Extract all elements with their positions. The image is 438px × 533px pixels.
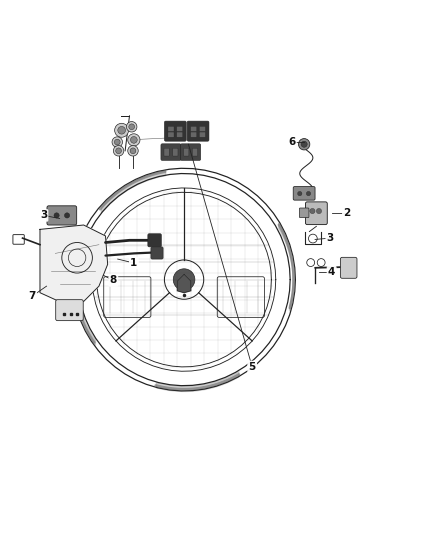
Circle shape bbox=[173, 269, 195, 290]
Circle shape bbox=[54, 213, 59, 218]
Circle shape bbox=[113, 146, 124, 156]
FancyBboxPatch shape bbox=[199, 132, 205, 138]
FancyBboxPatch shape bbox=[168, 126, 174, 132]
FancyBboxPatch shape bbox=[168, 132, 174, 138]
Circle shape bbox=[298, 139, 310, 150]
Text: 7: 7 bbox=[28, 291, 36, 301]
Text: 2: 2 bbox=[343, 208, 350, 218]
Circle shape bbox=[130, 148, 136, 154]
FancyBboxPatch shape bbox=[191, 132, 197, 138]
Polygon shape bbox=[177, 274, 191, 293]
FancyBboxPatch shape bbox=[184, 148, 189, 156]
FancyBboxPatch shape bbox=[293, 187, 315, 200]
Polygon shape bbox=[40, 225, 108, 304]
FancyBboxPatch shape bbox=[191, 126, 197, 132]
Circle shape bbox=[114, 139, 120, 145]
FancyBboxPatch shape bbox=[340, 257, 357, 278]
Circle shape bbox=[128, 134, 140, 146]
FancyBboxPatch shape bbox=[187, 121, 209, 141]
FancyBboxPatch shape bbox=[151, 247, 163, 259]
Circle shape bbox=[116, 148, 121, 154]
Text: 6: 6 bbox=[288, 137, 296, 147]
FancyBboxPatch shape bbox=[164, 148, 169, 156]
FancyBboxPatch shape bbox=[177, 126, 183, 132]
FancyBboxPatch shape bbox=[192, 148, 198, 156]
Text: 5: 5 bbox=[248, 362, 256, 372]
Text: 3: 3 bbox=[327, 233, 334, 243]
Circle shape bbox=[118, 126, 125, 134]
Circle shape bbox=[310, 208, 315, 214]
FancyBboxPatch shape bbox=[161, 144, 181, 160]
FancyBboxPatch shape bbox=[47, 206, 77, 225]
Text: 1: 1 bbox=[130, 258, 138, 268]
Circle shape bbox=[64, 213, 70, 218]
FancyBboxPatch shape bbox=[164, 121, 186, 141]
FancyBboxPatch shape bbox=[173, 148, 178, 156]
Text: 8: 8 bbox=[110, 276, 117, 286]
FancyBboxPatch shape bbox=[180, 144, 201, 160]
Text: 4: 4 bbox=[328, 267, 336, 277]
Circle shape bbox=[316, 208, 321, 214]
Circle shape bbox=[127, 122, 137, 132]
FancyBboxPatch shape bbox=[56, 300, 83, 321]
FancyBboxPatch shape bbox=[148, 234, 161, 247]
Circle shape bbox=[129, 124, 134, 130]
Circle shape bbox=[115, 123, 129, 138]
Circle shape bbox=[301, 141, 307, 147]
FancyBboxPatch shape bbox=[177, 132, 183, 138]
FancyBboxPatch shape bbox=[305, 202, 327, 224]
Circle shape bbox=[297, 191, 302, 196]
Circle shape bbox=[306, 191, 311, 196]
Circle shape bbox=[128, 146, 138, 156]
Circle shape bbox=[112, 137, 123, 147]
Text: 3: 3 bbox=[40, 211, 47, 221]
FancyBboxPatch shape bbox=[199, 126, 205, 132]
FancyBboxPatch shape bbox=[299, 208, 309, 217]
Circle shape bbox=[131, 136, 137, 143]
